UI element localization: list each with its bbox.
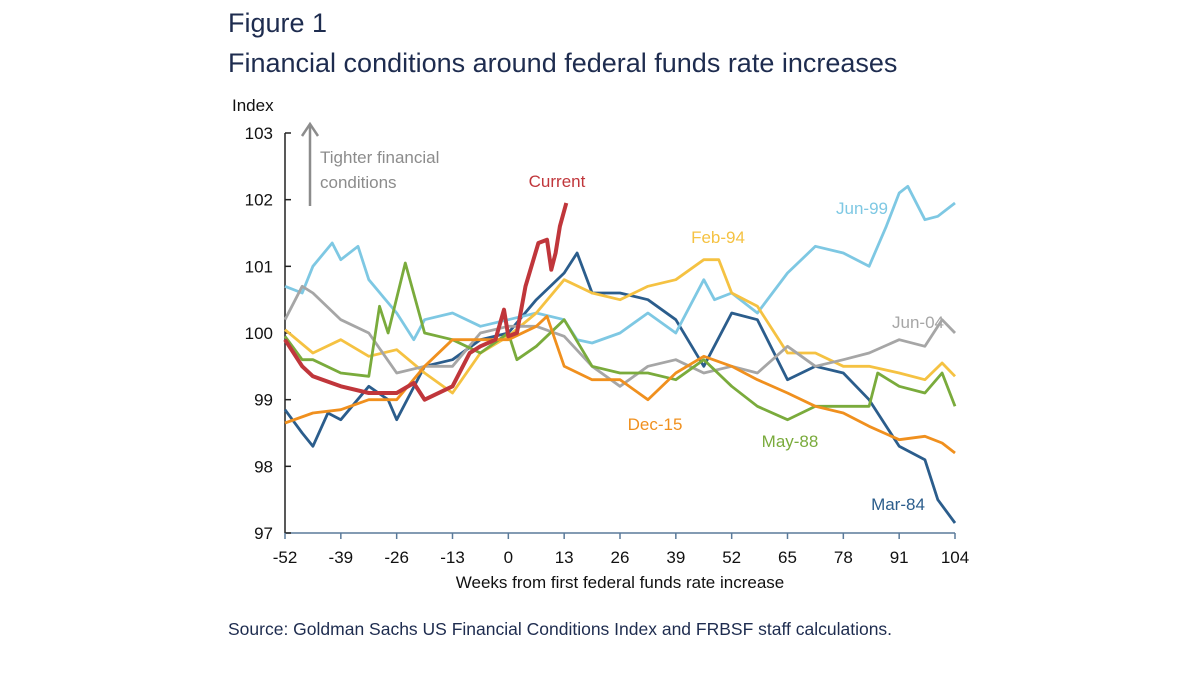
x-tick-label: 13	[555, 548, 574, 567]
y-tick-label: 103	[245, 124, 273, 143]
y-tick-label: 100	[245, 324, 273, 343]
annotation-line-2: conditions	[320, 173, 397, 192]
series-label-mar-84: Mar-84	[871, 495, 925, 514]
x-tick-label: 78	[834, 548, 853, 567]
arrow-head	[300, 121, 320, 137]
series-line-current	[283, 202, 569, 402]
series-line-jun-04	[283, 284, 957, 388]
y-tick-label: 102	[245, 191, 273, 210]
x-tick-label: -52	[273, 548, 298, 567]
series-label-jun-04: Jun-04	[892, 313, 944, 332]
figure-label: Figure 1	[228, 8, 328, 38]
y-tick-label: 98	[254, 457, 273, 476]
series-label-dec-15: Dec-15	[628, 415, 683, 434]
annotation-line-1: Tighter financial	[320, 148, 439, 167]
series-label-current: Current	[529, 172, 586, 191]
x-tick-label: 39	[666, 548, 685, 567]
x-tick-label: 104	[941, 548, 969, 567]
x-tick-label: -26	[384, 548, 409, 567]
series-line-jun-99	[284, 184, 956, 345]
x-tick-label: 26	[611, 548, 630, 567]
x-tick-label: 0	[504, 548, 513, 567]
x-tick-label: -13	[440, 548, 465, 567]
series-line-may-88	[283, 261, 957, 422]
chart-title: Financial conditions around federal fund…	[228, 48, 898, 78]
y-tick-label: 101	[245, 257, 273, 276]
y-tick-label: 97	[254, 524, 273, 543]
x-tick-label: 52	[722, 548, 741, 567]
series-label-may-88: May-88	[762, 432, 819, 451]
source-note: Source: Goldman Sachs US Financial Condi…	[228, 619, 893, 639]
series-line-feb-94	[284, 258, 957, 395]
x-axis-label: Weeks from first federal funds rate incr…	[456, 573, 785, 592]
y-tick-label: 99	[254, 391, 273, 410]
series-label-feb-94: Feb-94	[691, 228, 745, 247]
series-line-mar-84	[283, 251, 957, 524]
tighter-conditions-annotation: Tighter financial conditions	[300, 121, 439, 206]
x-tick-label: -39	[329, 548, 354, 567]
y-axis-label: Index	[232, 96, 274, 115]
x-tick-label: 65	[778, 548, 797, 567]
x-tick-label: 91	[890, 548, 909, 567]
series-label-jun-99: Jun-99	[836, 199, 888, 218]
